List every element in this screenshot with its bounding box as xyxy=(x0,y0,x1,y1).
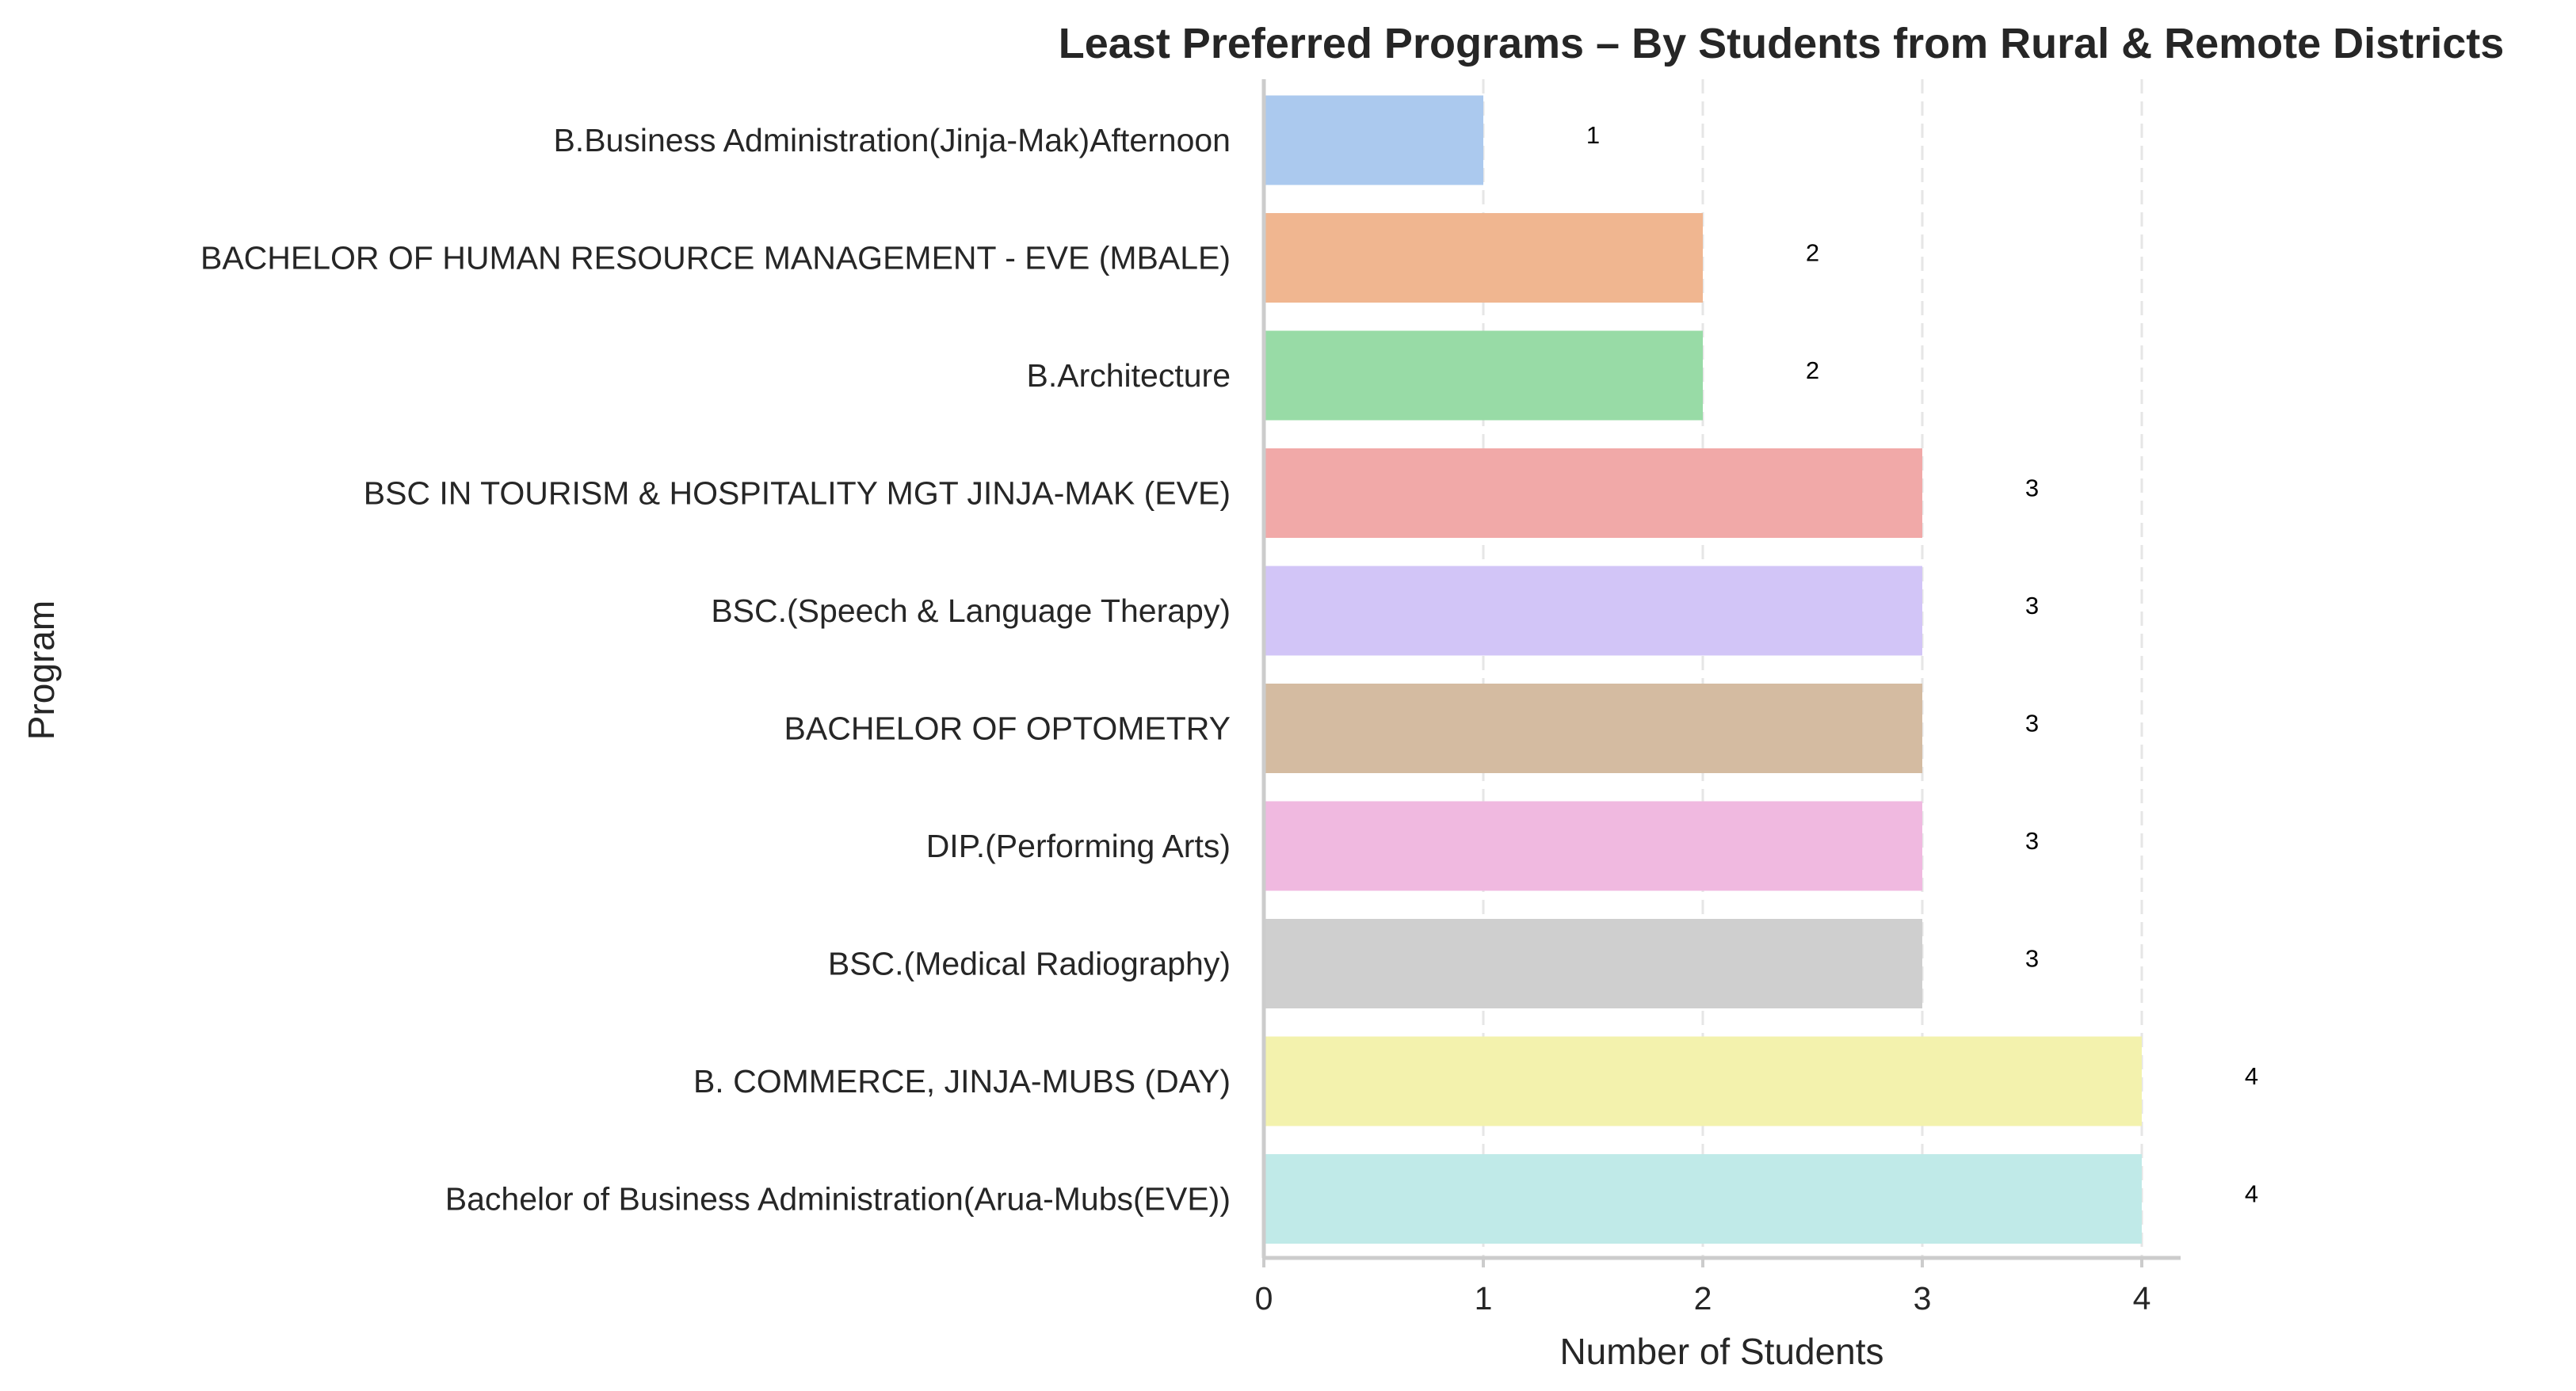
category-label: BACHELOR OF OPTOMETRY xyxy=(784,711,1231,747)
bar xyxy=(1264,919,1922,1008)
data-labels: 1 2 2 3 3 3 3 3 4 4 xyxy=(1586,121,2258,1208)
x-tick-label: 1 xyxy=(1475,1280,1493,1317)
x-tick-label: 2 xyxy=(1694,1280,1712,1317)
bar xyxy=(1264,1154,2142,1244)
category-label: BSC.(Speech & Language Therapy) xyxy=(711,593,1231,629)
chart-title: Least Preferred Programs – By Students f… xyxy=(1059,20,2505,67)
category-label: BSC.(Medical Radiography) xyxy=(828,946,1231,982)
x-tick-label: 3 xyxy=(1914,1280,1932,1317)
bar xyxy=(1264,801,1922,891)
data-label: 3 xyxy=(2025,945,2039,973)
data-label: 2 xyxy=(1806,356,1819,384)
data-label: 4 xyxy=(2245,1062,2258,1090)
bar xyxy=(1264,330,1703,421)
x-axis-title: Number of Students xyxy=(1559,1331,1883,1372)
bar xyxy=(1264,566,1922,656)
bars xyxy=(1264,95,2142,1244)
bar xyxy=(1264,1036,2142,1126)
y-axis-title: Program xyxy=(21,600,62,740)
category-label: DIP.(Performing Arts) xyxy=(926,828,1231,864)
category-label: BACHELOR OF HUMAN RESOURCE MANAGEMENT - … xyxy=(200,240,1231,276)
x-tick-label: 4 xyxy=(2133,1280,2151,1317)
bar xyxy=(1264,448,1922,538)
bar xyxy=(1264,95,1483,185)
bar xyxy=(1264,213,1703,303)
category-label: B.Architecture xyxy=(1027,357,1231,394)
data-label: 3 xyxy=(2025,710,2039,737)
category-labels: B.Business Administration(Jinja-Mak)Afte… xyxy=(200,122,1231,1218)
data-label: 1 xyxy=(1586,121,1600,149)
data-label: 3 xyxy=(2025,827,2039,855)
category-label: Bachelor of Business Administration(Arua… xyxy=(445,1181,1231,1218)
data-label: 3 xyxy=(2025,474,2039,502)
data-label: 3 xyxy=(2025,592,2039,619)
data-label: 4 xyxy=(2245,1180,2258,1208)
category-label: B.Business Administration(Jinja-Mak)Afte… xyxy=(553,122,1231,158)
x-axis-ticks: 0 1 2 3 4 xyxy=(1255,1258,2151,1317)
data-label: 2 xyxy=(1806,239,1819,267)
x-tick-label: 0 xyxy=(1255,1280,1273,1317)
category-label: BSC IN TOURISM & HOSPITALITY MGT JINJA-M… xyxy=(364,475,1231,512)
category-label: B. COMMERCE, JINJA-MUBS (DAY) xyxy=(693,1063,1231,1099)
bar xyxy=(1264,684,1922,773)
